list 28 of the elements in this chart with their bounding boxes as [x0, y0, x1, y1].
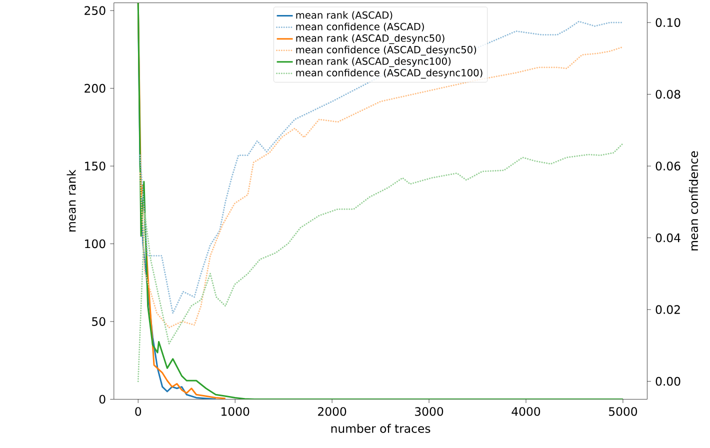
y-tick-label: 0 [99, 394, 106, 404]
y2-tick-label: 0.04 [656, 233, 680, 242]
line-series [137, 142, 624, 382]
y-axis-title: mean rank [66, 170, 76, 232]
y-tick-label: 100 [85, 239, 106, 248]
y-tick-label: 150 [85, 162, 106, 170]
y-tick-label: 200 [84, 84, 106, 93]
y2-tick-label: 0.06 [656, 162, 680, 170]
x-tick-label: 1000 [222, 407, 250, 416]
x-tick-label: 3000 [415, 407, 444, 416]
x-tick-label: 0 [135, 407, 142, 416]
legend-label: mean rank (ASCAD_desync50) [296, 34, 444, 44]
y2-tick-label: 0.08 [656, 90, 680, 99]
y2-tick-label: 0.10 [656, 18, 680, 27]
y2-tick-label: 0.02 [656, 305, 680, 314]
legend-label: mean rank (ASCAD_desync100) [296, 57, 451, 68]
x-tick-label: 4000 [512, 407, 540, 416]
legend-label: mean rank (ASCAD) [296, 11, 392, 20]
y-tick-label: 50 [92, 317, 106, 326]
x-tick-label: 5000 [609, 407, 638, 416]
y-tick-label: 250 [84, 6, 106, 15]
legend-label: mean confidence (ASCAD_desync50) [296, 46, 476, 56]
x-axis-title: number of traces [331, 424, 430, 433]
y2-tick-label: 0.00 [656, 376, 680, 386]
legend-label: mean confidence (ASCAD) [296, 22, 424, 32]
legend-label: mean confidence (ASCAD_desync100) [296, 68, 482, 79]
y2-axis-title: mean confidence [688, 151, 698, 250]
x-tick-label: 2000 [318, 407, 346, 416]
